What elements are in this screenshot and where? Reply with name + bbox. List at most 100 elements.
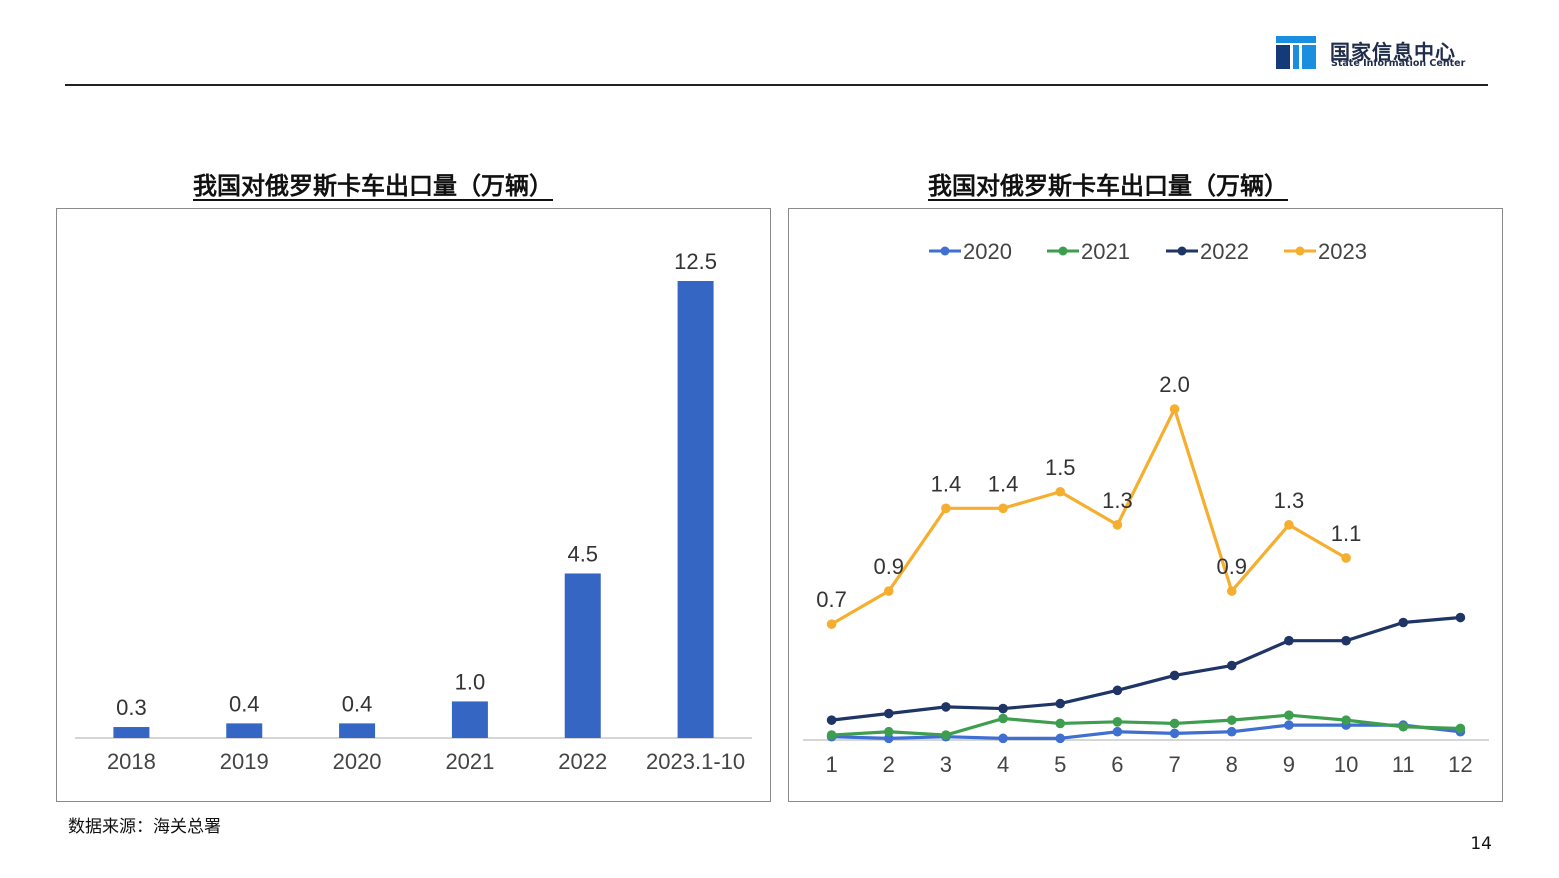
x-tick-label: 5 [1054, 752, 1066, 777]
data-point-2021 [1169, 718, 1180, 729]
x-tick-label: 2020 [333, 749, 382, 774]
series-line-2022 [831, 615, 1461, 722]
data-label-2023: 1.3 [1102, 488, 1133, 513]
data-label-2023: 0.9 [1216, 554, 1247, 579]
bar-value-label: 0.4 [229, 691, 260, 716]
data-point-2021 [1055, 718, 1066, 729]
legend-marker-2020 [940, 246, 950, 256]
data-point-2022 [883, 708, 894, 719]
legend-label: 2022 [1200, 239, 1249, 264]
data-point-2021 [998, 713, 1008, 724]
x-tick-label: 11 [1392, 752, 1415, 777]
data-point-2023 [1169, 404, 1180, 414]
bar-2023.1-10 [677, 281, 714, 738]
x-tick-label: 2019 [220, 749, 269, 774]
x-tick-label: 1 [825, 752, 837, 777]
x-tick-label: 2018 [107, 749, 156, 774]
logo-chinese-text: 国家信息中心 [1330, 40, 1456, 64]
data-point-2022 [941, 702, 951, 712]
data-point-2020 [1226, 726, 1237, 737]
logo-mark-icon [1276, 36, 1316, 69]
x-tick-label: 2 [883, 752, 895, 777]
bar-2022 [564, 573, 601, 738]
x-tick-label: 10 [1334, 752, 1358, 777]
bar-chart-title: 我国对俄罗斯卡车出口量（万辆） [193, 172, 553, 200]
x-tick-label: 8 [1226, 752, 1238, 777]
data-point-2023 [1284, 520, 1294, 530]
x-tick-label: 7 [1168, 752, 1180, 777]
data-point-2021 [1284, 710, 1294, 720]
x-tick-label: 6 [1111, 752, 1123, 777]
bar-2021 [451, 701, 488, 738]
data-point-2022 [1055, 698, 1066, 709]
data-point-2021 [1341, 715, 1351, 725]
data-label-2023: 2.0 [1159, 372, 1190, 397]
line-chart-panel: 1 2 3 4 5 6 7 8 9 10 11 12 2020 2021 2022 2023 0.7 0.9 1.4… [788, 208, 1503, 802]
data-point-2023 [1226, 586, 1237, 596]
data-point-2022 [1341, 635, 1351, 646]
data-source-note: 数据来源：海关总署 [68, 817, 221, 837]
data-label-2023: 1.1 [1331, 521, 1362, 546]
data-point-2021 [1226, 715, 1237, 725]
data-label-2023: 0.9 [873, 554, 904, 579]
legend-marker-2023 [1295, 246, 1305, 256]
x-tick-label: 2022 [558, 749, 607, 774]
x-tick-label: 12 [1448, 752, 1472, 777]
bar-value-label: 0.4 [342, 691, 373, 716]
data-point-2022 [998, 703, 1008, 714]
x-tick-label: 2023.1-10 [646, 749, 745, 774]
data-point-2023 [998, 503, 1008, 514]
data-point-2020 [1112, 726, 1123, 737]
data-point-2020 [1055, 733, 1066, 744]
legend-label: 2020 [963, 239, 1012, 264]
bar-value-label: 0.3 [116, 695, 147, 720]
bar-2018 [113, 727, 150, 738]
legend-label: 2021 [1081, 239, 1130, 264]
data-label-2023: 1.5 [1045, 455, 1076, 480]
bar-value-label: 4.5 [567, 541, 598, 566]
data-point-2022 [1284, 635, 1294, 646]
data-point-2020 [883, 733, 894, 744]
legend-marker-2021 [1058, 246, 1068, 256]
data-point-2023 [826, 619, 837, 629]
data-point-2022 [1112, 685, 1123, 696]
x-tick-label: 2021 [445, 749, 494, 774]
data-point-2023 [1112, 520, 1123, 530]
data-label-2023: 1.4 [988, 471, 1019, 496]
logo-english-text: State Information Center [1331, 58, 1466, 69]
legend-label: 2023 [1318, 239, 1367, 264]
bar-value-label: 1.0 [455, 669, 486, 694]
data-point-2021 [1398, 721, 1409, 732]
x-tick-label: 4 [997, 752, 1009, 777]
data-label-2023: 0.7 [816, 587, 847, 612]
bar-2019 [226, 723, 263, 738]
data-point-2022 [1455, 612, 1466, 623]
x-tick-label: 9 [1283, 752, 1295, 777]
page-number: 14 [1470, 834, 1492, 854]
line-chart-title: 我国对俄罗斯卡车出口量（万辆） [928, 172, 1288, 200]
data-point-2022 [1226, 660, 1237, 671]
data-point-2023 [1055, 486, 1066, 497]
data-point-2020 [1169, 728, 1180, 739]
x-tick-label: 3 [940, 752, 952, 777]
data-point-2022 [826, 715, 837, 725]
data-point-2022 [1169, 670, 1180, 681]
header-divider [65, 84, 1488, 86]
series-line-2021 [831, 713, 1461, 737]
data-label-2023: 1.3 [1274, 488, 1305, 513]
bar-2020 [339, 723, 376, 738]
data-label-2023: 1.4 [931, 471, 962, 496]
data-point-2023 [1341, 553, 1351, 563]
bar-value-label: 12.5 [674, 249, 717, 274]
legend-marker-2022 [1177, 246, 1187, 256]
data-point-2021 [826, 730, 837, 740]
data-point-2022 [1398, 617, 1409, 628]
data-point-2023 [883, 586, 894, 596]
data-point-2020 [998, 733, 1008, 744]
data-point-2020 [1284, 720, 1294, 730]
data-point-2021 [941, 730, 951, 740]
series-line-2020 [831, 723, 1461, 740]
data-point-2023 [941, 503, 951, 514]
bar-chart-panel: 0.3 2018 0.4 2019 0.4 2020 1.0 2021 4.5 2022 12.5 2… [56, 208, 771, 802]
